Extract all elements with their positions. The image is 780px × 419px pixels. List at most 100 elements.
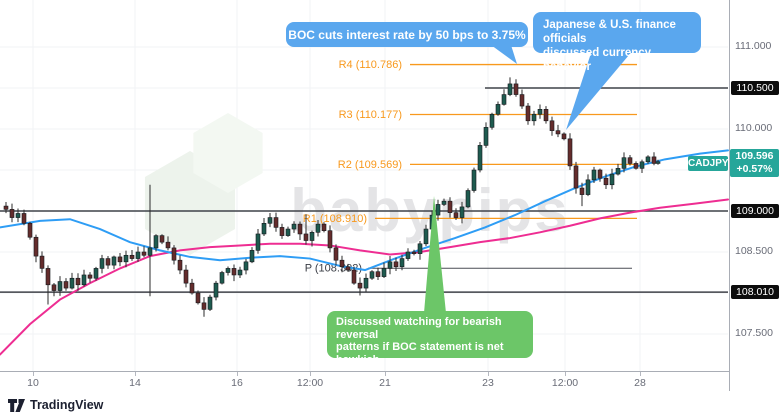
candle-body [75, 277, 81, 286]
candle-body [273, 217, 279, 228]
candle-body [345, 266, 351, 271]
callout-officials-line1: Japanese & U.S. finance officials [543, 19, 676, 45]
time-tick-label: 12:00 [551, 377, 579, 389]
candle-body [279, 227, 285, 236]
candle-body [183, 269, 189, 284]
candle-body [93, 268, 99, 279]
tradingview-mark-icon [8, 398, 25, 412]
candle-body [327, 230, 333, 249]
candle-body [219, 272, 225, 284]
candle-body [315, 223, 321, 233]
candle-body [27, 223, 33, 238]
candle-body [255, 233, 261, 251]
candle-body [555, 130, 561, 135]
candle-body [501, 94, 507, 105]
candle-body [477, 145, 483, 171]
candle-body [561, 133, 567, 140]
ma-pink-line [0, 198, 729, 356]
time-tick-mark [310, 372, 311, 376]
candle-body [639, 161, 645, 169]
candle-body [615, 168, 621, 175]
candle-body [597, 169, 603, 179]
time-axis[interactable]: 10 14 16 12:00 21 23 12:00 28 [0, 371, 780, 394]
callout-bearish-line3: hawkish [336, 353, 380, 366]
candle-body [585, 179, 591, 195]
candle-body [51, 284, 57, 291]
price-tick-label: 108.500 [735, 245, 773, 257]
candle-body [633, 163, 639, 169]
callout-officials-line2: discussed currency behavior [543, 47, 652, 73]
candle-body [411, 251, 417, 254]
candle-body [225, 268, 231, 273]
candle-body [543, 109, 549, 122]
tradingview-logo[interactable]: TradingView [8, 398, 103, 412]
callout-boc-text: BOC cuts interest rate by 50 bps to 3.75… [288, 27, 526, 42]
price-level-badge: 109.000 [731, 204, 779, 218]
time-tick-label: 10 [27, 377, 39, 389]
candle-body [531, 113, 537, 122]
candle-body [201, 302, 207, 310]
bearish-callout-pointer [424, 196, 446, 313]
price-change-percent: +0.57% [736, 163, 773, 175]
candle-body [417, 243, 423, 254]
candle-body [135, 251, 141, 259]
candle-body [243, 261, 249, 271]
candle-body [537, 109, 543, 115]
ma-blue-line [0, 149, 729, 272]
candle-body [645, 156, 651, 163]
candle-body [393, 261, 399, 268]
time-tick-mark [565, 372, 566, 376]
time-tick-label: 14 [129, 377, 141, 389]
candle-body [453, 212, 459, 218]
candle-body [333, 247, 339, 261]
candle-body [483, 127, 489, 146]
candle-body [63, 281, 69, 289]
time-tick-label: 28 [634, 377, 646, 389]
candle-body [105, 258, 111, 266]
candle-body [603, 177, 609, 186]
candle-body [651, 156, 657, 164]
candle-body [117, 256, 123, 263]
candle-body [39, 255, 45, 269]
candle-body [399, 258, 405, 268]
candle-body [129, 254, 135, 259]
officials-callout-pointer [566, 49, 634, 130]
candle-body [309, 232, 315, 241]
callout-finance-officials[interactable]: Japanese & U.S. finance officials discus… [533, 12, 701, 73]
time-tick-mark [385, 372, 386, 376]
candle-body [213, 282, 219, 298]
candle-body [87, 274, 93, 279]
price-level-badge: 110.500 [731, 81, 779, 95]
candle-body [45, 268, 51, 286]
candle-body [321, 223, 327, 231]
candle-body [591, 169, 597, 181]
time-tick-mark [488, 372, 489, 376]
candle-body [507, 83, 513, 95]
candle-body [99, 258, 105, 269]
candle-body [57, 281, 63, 291]
price-tick-label: 110.000 [735, 122, 773, 134]
candle-body [351, 269, 357, 284]
candle-body [297, 223, 303, 235]
pivot-label-R2: R2 (109.569) [338, 159, 402, 171]
candle-body [423, 228, 429, 245]
price-axis[interactable]: 111.000 110.500 110.000 109.000 108.500 108.0… [729, 0, 780, 391]
symbol-name: CADJPY [688, 158, 729, 169]
callout-bearish-reversal[interactable]: Discussed watching for bearish reversal … [327, 311, 533, 366]
candle-body [153, 235, 159, 249]
candle-body [441, 200, 447, 205]
time-tick-mark [33, 372, 34, 376]
candle-body [189, 282, 195, 294]
candle-body [627, 157, 633, 164]
candle-body [3, 205, 9, 210]
candle-body [21, 213, 27, 224]
candle-body [655, 161, 661, 164]
candle-body [465, 190, 471, 208]
candle-body [513, 83, 519, 95]
callout-boc-rate-cut[interactable]: BOC cuts interest rate by 50 bps to 3.75… [286, 22, 528, 47]
time-tick-mark [135, 372, 136, 376]
candle-body [171, 247, 177, 261]
candle-body [357, 282, 363, 289]
